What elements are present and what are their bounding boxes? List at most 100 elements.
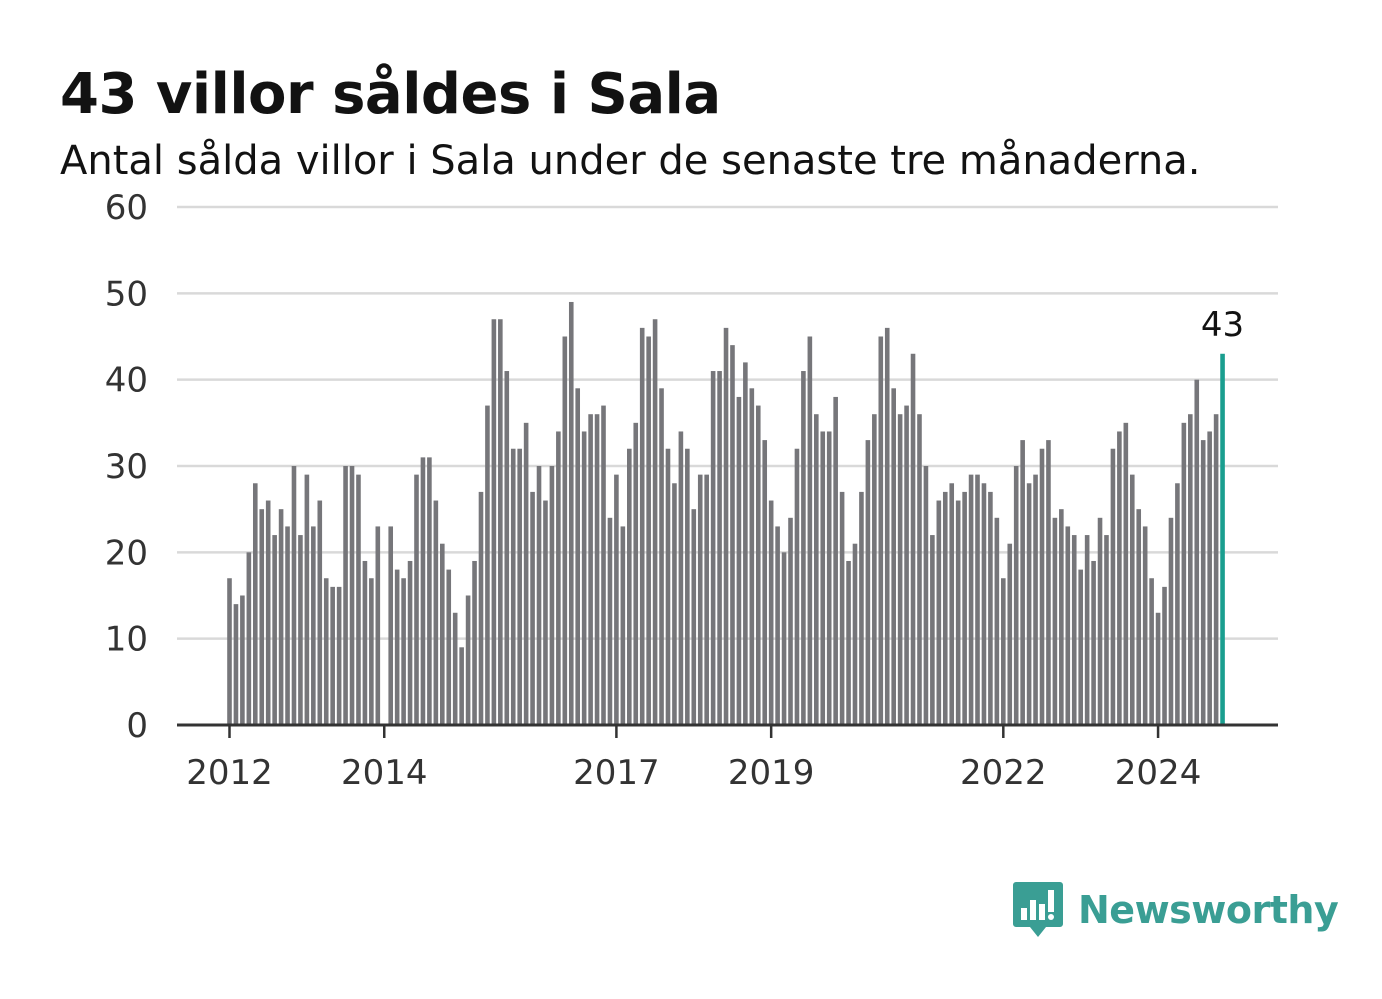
bar xyxy=(955,500,961,725)
bar xyxy=(659,388,664,725)
bar xyxy=(356,474,361,725)
bar xyxy=(568,301,574,725)
bar xyxy=(672,483,677,725)
bar xyxy=(414,474,419,725)
bar xyxy=(1084,535,1090,725)
bar xyxy=(1136,509,1142,725)
bar xyxy=(917,414,922,725)
chart-subtitle: Antal sålda villor i Sala under de senas… xyxy=(60,138,1201,184)
bar xyxy=(581,431,587,725)
bar xyxy=(536,466,542,725)
bar xyxy=(601,405,606,725)
y-tick-label: 20 xyxy=(105,533,148,573)
bar xyxy=(1046,440,1051,725)
bar xyxy=(1129,474,1135,725)
bar xyxy=(446,569,452,725)
bar xyxy=(1026,483,1032,725)
bar xyxy=(252,483,258,725)
bar xyxy=(968,474,974,725)
bar xyxy=(485,405,490,725)
bar xyxy=(291,466,297,725)
highlighted-bar xyxy=(1220,353,1225,725)
bar xyxy=(549,466,555,725)
bar xyxy=(685,448,690,725)
bar xyxy=(1207,431,1212,725)
bar xyxy=(891,388,896,725)
bar xyxy=(1123,422,1129,725)
bar xyxy=(1149,578,1154,725)
bar xyxy=(1097,517,1103,725)
bar xyxy=(936,500,942,725)
bar xyxy=(691,509,697,725)
bar xyxy=(523,422,529,725)
bar xyxy=(820,431,826,725)
bar xyxy=(846,560,851,725)
bar xyxy=(697,474,703,725)
bar xyxy=(678,431,684,725)
bar xyxy=(865,440,871,725)
bar xyxy=(620,526,626,725)
bar xyxy=(904,405,909,725)
bar xyxy=(794,448,800,725)
bar xyxy=(884,327,890,725)
bar xyxy=(801,371,806,725)
bar xyxy=(1117,431,1122,725)
bar xyxy=(459,647,464,725)
bar xyxy=(1007,543,1013,725)
bar xyxy=(407,560,413,725)
x-tick-label: 2019 xyxy=(728,753,815,793)
bar xyxy=(272,535,277,725)
bar xyxy=(981,483,987,725)
y-tick-label: 30 xyxy=(105,447,148,487)
bar xyxy=(1001,578,1006,725)
bar xyxy=(1162,586,1167,725)
bar xyxy=(543,500,548,725)
bar xyxy=(988,491,993,725)
bar xyxy=(562,336,568,725)
bar xyxy=(1110,448,1116,725)
bar xyxy=(807,336,813,725)
bar xyxy=(859,491,864,725)
bar xyxy=(730,345,735,725)
bar xyxy=(704,474,709,725)
bar xyxy=(433,500,439,725)
bar xyxy=(1142,526,1148,725)
bar xyxy=(949,483,955,725)
bar xyxy=(394,569,400,725)
bar xyxy=(343,466,348,725)
bar xyxy=(962,491,967,725)
bar xyxy=(923,466,929,725)
bar xyxy=(401,578,406,725)
bar xyxy=(285,526,290,725)
bar xyxy=(1078,569,1083,725)
bar xyxy=(362,560,368,725)
bar xyxy=(736,396,742,725)
y-tick-label: 40 xyxy=(105,361,148,401)
bar xyxy=(878,336,884,725)
bar xyxy=(1033,474,1038,725)
bar xyxy=(265,500,271,725)
bar xyxy=(1213,414,1219,725)
bar xyxy=(633,422,639,725)
bar xyxy=(530,491,535,725)
bar xyxy=(710,371,716,725)
bar xyxy=(1071,535,1077,725)
bar xyxy=(311,526,316,725)
bar xyxy=(833,396,838,725)
bar xyxy=(588,414,593,725)
bar xyxy=(1188,414,1193,725)
bar xyxy=(665,448,671,725)
bar xyxy=(1020,440,1025,725)
bar xyxy=(517,448,522,725)
bar xyxy=(465,595,471,725)
bar xyxy=(755,405,761,725)
bar xyxy=(304,474,310,725)
bar xyxy=(504,371,510,725)
bar xyxy=(278,509,284,725)
bar xyxy=(1181,422,1187,725)
bar xyxy=(510,448,516,725)
bar xyxy=(246,552,252,725)
bar xyxy=(1059,509,1064,725)
bar xyxy=(652,319,658,725)
